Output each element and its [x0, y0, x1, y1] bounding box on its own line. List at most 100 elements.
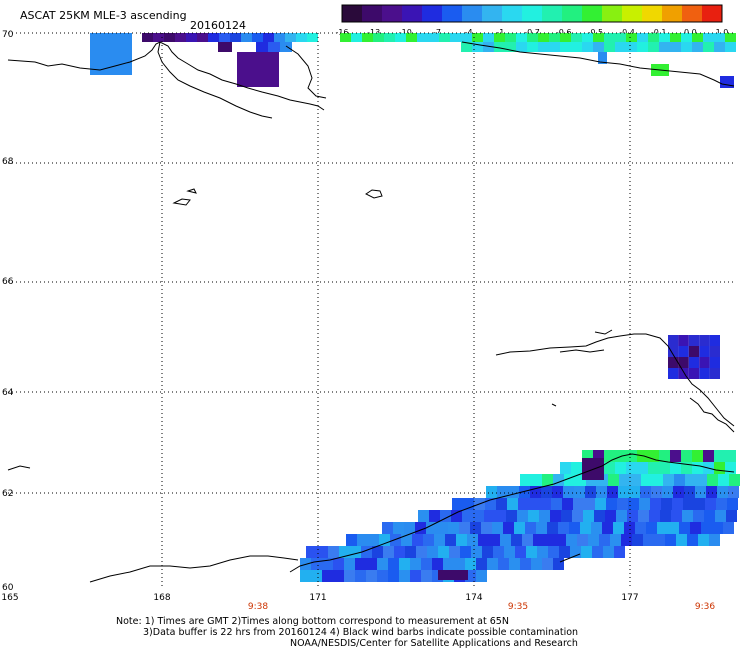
- swath-cell: [461, 33, 472, 42]
- swath-cell: [610, 534, 621, 546]
- swath-cell: [388, 570, 399, 582]
- swath-cell: [605, 510, 616, 522]
- swath-cell: [659, 42, 670, 52]
- swath-cell: [606, 498, 617, 510]
- swath-cell: [274, 33, 285, 42]
- swath-cell: [350, 546, 361, 558]
- lon-labels: 165 168 171 174 177: [1, 593, 638, 603]
- swath-cell: [678, 346, 689, 357]
- swath-cell: [709, 346, 720, 357]
- swath-cell: [563, 486, 574, 498]
- swath-cell: [573, 498, 584, 510]
- swath-cell: [518, 498, 529, 510]
- swath-cell: [561, 510, 572, 522]
- swath-cell: [463, 498, 474, 510]
- swath-cell: [698, 534, 709, 546]
- swath-cell: [516, 33, 527, 42]
- swath-cell: [443, 558, 454, 570]
- swath-cell: [646, 522, 657, 534]
- swath-cell: [584, 498, 595, 510]
- swath-cell: [681, 462, 692, 474]
- swath-cell: [637, 42, 648, 52]
- swath-cell: [616, 510, 627, 522]
- swath-cell: [659, 462, 670, 474]
- swath-cell: [648, 450, 659, 462]
- swath-cell: [596, 486, 607, 498]
- swath-cell: [90, 33, 132, 75]
- swath-cell: [544, 534, 555, 546]
- swath-cell: [555, 534, 566, 546]
- swath-cell: [437, 522, 448, 534]
- swath-cell: [377, 570, 388, 582]
- pass-time-1: 9:38: [248, 602, 268, 612]
- colorbar-swatch: [542, 5, 563, 22]
- colorbar-label: -13: [367, 28, 380, 37]
- swath-cell: [393, 522, 404, 534]
- colorbar-label: -0.6: [556, 28, 572, 37]
- swath-cell: [720, 76, 734, 88]
- colorbar-swatch: [502, 5, 523, 22]
- swath-cell: [492, 522, 503, 534]
- pass-time-3: 9:36: [695, 602, 715, 612]
- swath-cell: [300, 570, 311, 582]
- swath-cell: [582, 42, 593, 52]
- swath-cell: [208, 33, 219, 42]
- swath-cell: [670, 42, 681, 52]
- swath-cell: [640, 486, 651, 498]
- swath-cell: [470, 522, 481, 534]
- swath-cell: [460, 546, 471, 558]
- swath-cell: [592, 546, 603, 558]
- swath-cell: [450, 33, 461, 42]
- swath-cell: [465, 558, 476, 570]
- swath-cell: [478, 534, 489, 546]
- swath-cell: [594, 510, 605, 522]
- swath-cell: [465, 570, 476, 582]
- swath-cell: [268, 42, 280, 52]
- swath-cell: [668, 357, 679, 368]
- swath-cell: [602, 522, 613, 534]
- colorbar-swatch: [462, 5, 483, 22]
- swath-cell: [462, 510, 473, 522]
- swath-cell: [505, 42, 516, 52]
- swath-cell: [355, 570, 366, 582]
- swath-cell: [514, 522, 525, 534]
- colorbar-label: -10: [399, 28, 412, 37]
- swath-cell: [531, 558, 542, 570]
- swath-cell: [395, 33, 406, 42]
- swath-cell: [674, 474, 685, 486]
- swath-cell: [394, 546, 405, 558]
- swath-cell: [581, 546, 592, 558]
- swath-cell: [421, 570, 432, 582]
- swath-cell: [626, 42, 637, 52]
- swath-cell: [571, 462, 582, 474]
- swath-cell: [382, 522, 393, 534]
- swath-cell: [725, 462, 736, 474]
- colorbar-swatch: [422, 5, 443, 22]
- swath-cell: [595, 498, 606, 510]
- swath-cell: [716, 498, 727, 510]
- swath-cell: [322, 570, 333, 582]
- swath-cell: [526, 546, 537, 558]
- colorbar-swatch: [362, 5, 383, 22]
- swath-cell: [639, 498, 650, 510]
- swath-cell: [509, 558, 520, 570]
- swath-cell: [432, 570, 443, 582]
- swath-cell: [593, 42, 604, 52]
- swath-cell: [527, 33, 538, 42]
- swath-cell: [500, 534, 511, 546]
- swath-cell: [725, 33, 736, 42]
- swath-cell: [406, 33, 417, 42]
- swath-cell: [638, 510, 649, 522]
- swath-cell: [654, 534, 665, 546]
- swath-cell: [663, 474, 674, 486]
- product-title: ASCAT 25KM MLE-3 ascending: [20, 9, 187, 22]
- swath-cell: [467, 534, 478, 546]
- swath-cell: [626, 33, 637, 42]
- swath-cell: [564, 474, 575, 486]
- lat-label-66: 66: [2, 277, 14, 287]
- swath-cell: [707, 474, 718, 486]
- swath-cell: [559, 546, 570, 558]
- swath-cell: [476, 570, 487, 582]
- swath-cell: [527, 42, 538, 52]
- swath-cell: [412, 534, 423, 546]
